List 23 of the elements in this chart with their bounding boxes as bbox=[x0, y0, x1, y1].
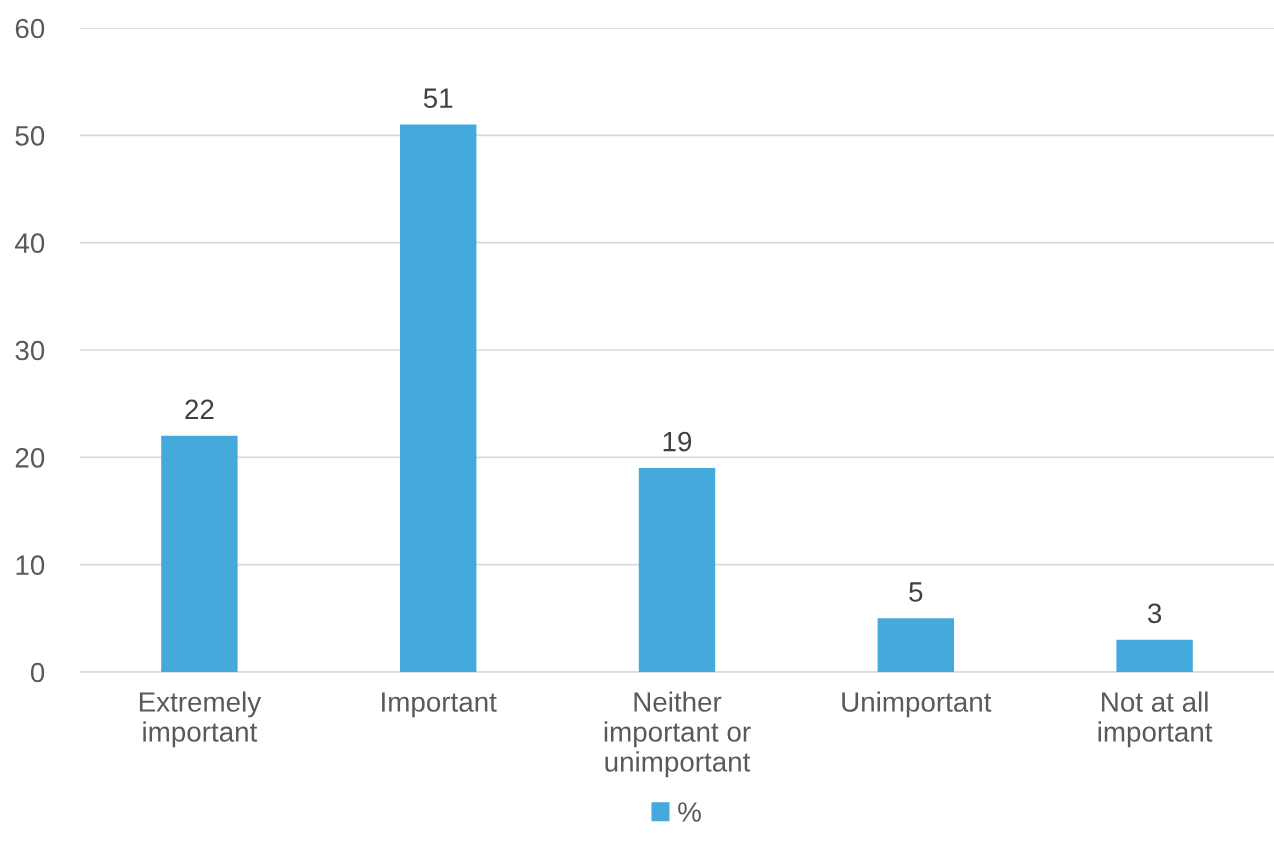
x-tick-label: Unimportant bbox=[842, 691, 992, 718]
y-tick-label: 10 bbox=[16, 555, 45, 576]
bar bbox=[399, 124, 477, 672]
data-label: 22 bbox=[185, 399, 214, 419]
y-tick-label: 50 bbox=[15, 126, 45, 146]
data-label: 51 bbox=[423, 88, 453, 108]
data-label: 5 bbox=[909, 582, 923, 602]
y-tick-label: 30 bbox=[15, 340, 45, 361]
y-tick-label: 0 bbox=[30, 662, 45, 683]
bar bbox=[161, 435, 238, 672]
x-tick-label: Extremely important bbox=[139, 691, 262, 748]
y-tick-label: 20 bbox=[15, 448, 45, 468]
x-tick-label: Not at all important bbox=[1098, 691, 1213, 748]
bar bbox=[1116, 639, 1193, 672]
bar bbox=[877, 618, 955, 672]
data-label: 19 bbox=[663, 431, 692, 452]
x-tick-label: Neither important or unimportant bbox=[604, 691, 751, 778]
data-label: 3 bbox=[1147, 603, 1162, 624]
y-tick-label: 40 bbox=[15, 233, 45, 254]
y-tick-label: 60 bbox=[15, 18, 45, 39]
bar bbox=[638, 468, 716, 672]
x-tick-label: Important bbox=[382, 692, 497, 718]
legend-label: % bbox=[678, 802, 701, 822]
